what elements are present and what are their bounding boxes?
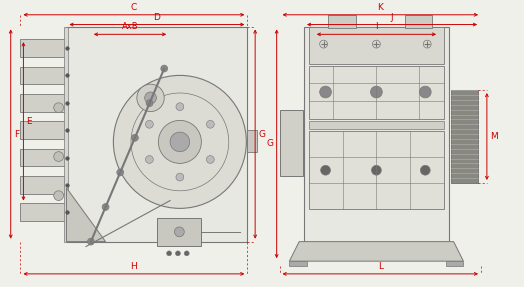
Circle shape [420,165,430,175]
Bar [20,149,68,166]
Bar [289,261,307,266]
Circle shape [184,251,189,256]
Circle shape [113,75,246,208]
Text: D: D [154,13,160,22]
Bar [280,110,303,176]
Circle shape [88,238,94,245]
Bar [309,26,444,64]
Circle shape [54,191,63,201]
Circle shape [117,169,124,176]
Polygon shape [67,188,105,242]
Text: H: H [130,262,137,271]
Circle shape [176,173,184,181]
Bar [20,67,68,84]
Bar [405,15,432,28]
Circle shape [372,165,381,175]
Circle shape [419,86,431,98]
Circle shape [174,227,184,237]
Text: M: M [490,132,498,141]
Text: G: G [258,129,265,139]
Circle shape [321,165,331,175]
Bar [20,121,68,139]
Circle shape [176,251,180,256]
Circle shape [102,203,109,210]
Circle shape [54,103,63,113]
Circle shape [158,120,201,163]
Bar [247,130,257,152]
Circle shape [206,156,214,163]
Text: I: I [375,22,378,31]
Bar [157,218,201,245]
Text: L: L [378,262,383,271]
Circle shape [145,92,156,104]
Text: C: C [131,3,137,12]
Polygon shape [289,242,463,261]
Bar [446,261,463,266]
Text: F: F [14,129,19,139]
Circle shape [370,86,383,98]
Bar [67,26,247,242]
Circle shape [146,156,154,163]
Circle shape [170,132,190,152]
Bar [20,39,68,57]
Bar [451,90,478,183]
Circle shape [146,120,154,128]
Text: AxB: AxB [122,22,138,31]
Circle shape [161,65,168,72]
Circle shape [206,120,214,128]
Bar [304,26,449,242]
Text: J: J [391,13,394,22]
Bar [20,176,68,194]
Bar [309,131,444,209]
Circle shape [320,86,331,98]
Circle shape [54,152,63,162]
Bar [64,26,69,242]
Circle shape [137,84,164,112]
Bar [329,15,356,28]
Circle shape [146,100,153,106]
Bar [309,66,444,119]
Text: K: K [377,3,383,12]
Circle shape [176,103,184,110]
Bar [309,121,444,129]
Bar [20,203,68,221]
Text: E: E [26,117,32,126]
Circle shape [167,251,171,256]
Bar [20,94,68,112]
Circle shape [132,134,138,141]
Text: G: G [267,139,274,148]
